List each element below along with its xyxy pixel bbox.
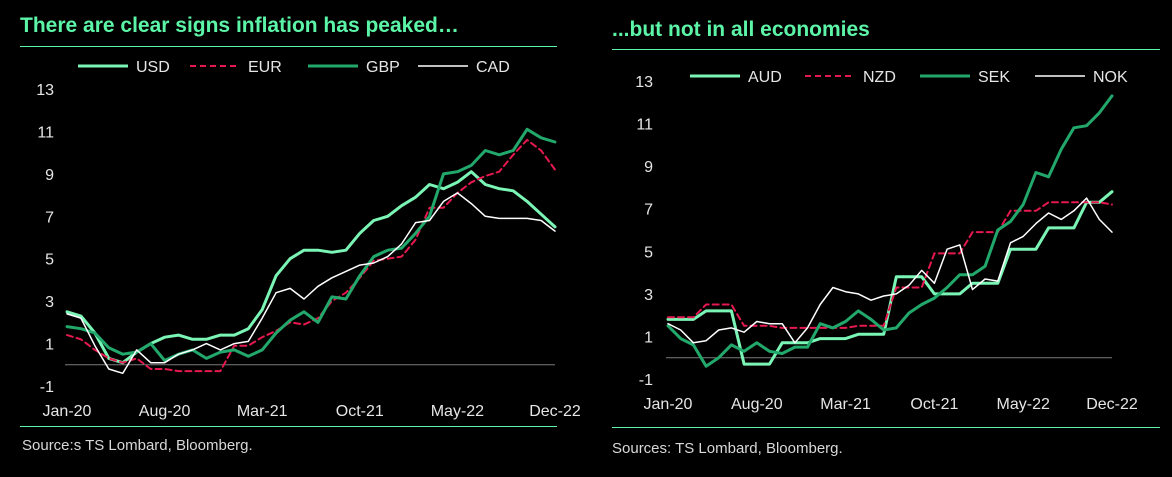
series-line-gbp: [65, 127, 557, 362]
series-line-cad: [66, 192, 556, 375]
x-tick-label: Dec-22: [529, 403, 581, 420]
x-tick-label: Jan-20: [43, 403, 92, 420]
series-line-aud: [666, 190, 1114, 366]
legend-label-cad: CAD: [476, 59, 510, 76]
title-rule: [612, 49, 1160, 50]
series-line-eur: [66, 138, 556, 373]
y-tick-label: 5: [45, 252, 54, 269]
y-tick-label: 7: [644, 202, 653, 219]
legend-label-nok: NOK: [1093, 69, 1128, 86]
legend-label-aud: AUD: [748, 69, 782, 86]
chart-panel-left: There are clear signs inflation has peak…: [0, 0, 581, 477]
line-chart: 13 11 9 7 5 3 1 -1 Jan-20 Aug-20 Mar-21 Oct-21 May-2…: [36, 59, 581, 420]
x-tick-label: Aug-20: [139, 403, 191, 420]
legend-label-eur: EUR: [248, 59, 282, 76]
series-line-sek: [666, 94, 1114, 368]
y-tick-label: -1: [639, 372, 653, 389]
x-tick-label: Mar-21: [820, 396, 871, 413]
y-tick-label: 7: [45, 209, 54, 226]
y-tick-label: 9: [45, 167, 54, 184]
x-tick-label: Jan-20: [644, 396, 693, 413]
legend-label-gbp: GBP: [366, 59, 400, 76]
source-note: Source:s TS Lombard, Bloomberg.: [22, 437, 253, 454]
y-tick-label: 11: [636, 117, 653, 134]
y-tick-label: 5: [644, 244, 653, 261]
source-rule: [20, 426, 557, 427]
y-tick-label: 13: [36, 82, 54, 99]
y-tick-label: 3: [45, 294, 54, 311]
y-tick-label: 1: [644, 329, 653, 346]
legend-label-sek: SEK: [978, 69, 1010, 86]
x-tick-label: Aug-20: [731, 396, 783, 413]
y-tick-label: 13: [635, 74, 653, 91]
x-tick-label: May-22: [997, 396, 1050, 413]
y-tick-label: 1: [45, 337, 54, 354]
x-tick-label: Mar-21: [237, 403, 288, 420]
line-chart: 13 11 9 7 5 3 1 -1 Jan-20 Aug-20 Mar-21 Oct-21 May-2…: [635, 69, 1138, 413]
chart-panel-right: ...but not in all economies 13 11 9 7 5 3 1 -1 J…: [590, 0, 1172, 477]
x-tick-label: Oct-21: [336, 403, 384, 420]
title-rule: [20, 46, 557, 47]
chart-title: ...but not in all economies: [612, 18, 870, 41]
y-tick-label: 9: [644, 159, 653, 176]
x-tick-label: Dec-22: [1086, 396, 1138, 413]
y-tick-label: 3: [644, 287, 653, 304]
legend-label-usd: USD: [136, 59, 170, 76]
y-tick-label: -1: [40, 379, 54, 396]
source-rule: [612, 427, 1160, 428]
x-tick-label: May-22: [431, 403, 484, 420]
chart-title: There are clear signs inflation has peak…: [20, 14, 459, 37]
series-line-nzd: [667, 201, 1113, 329]
series-line-usd: [65, 170, 557, 365]
source-note: Sources: TS Lombard, Bloomberg.: [612, 440, 843, 457]
x-tick-label: Oct-21: [910, 396, 958, 413]
legend-label-nzd: NZD: [863, 69, 896, 86]
y-tick-label: 11: [37, 124, 54, 141]
series-line-nok: [667, 197, 1113, 344]
